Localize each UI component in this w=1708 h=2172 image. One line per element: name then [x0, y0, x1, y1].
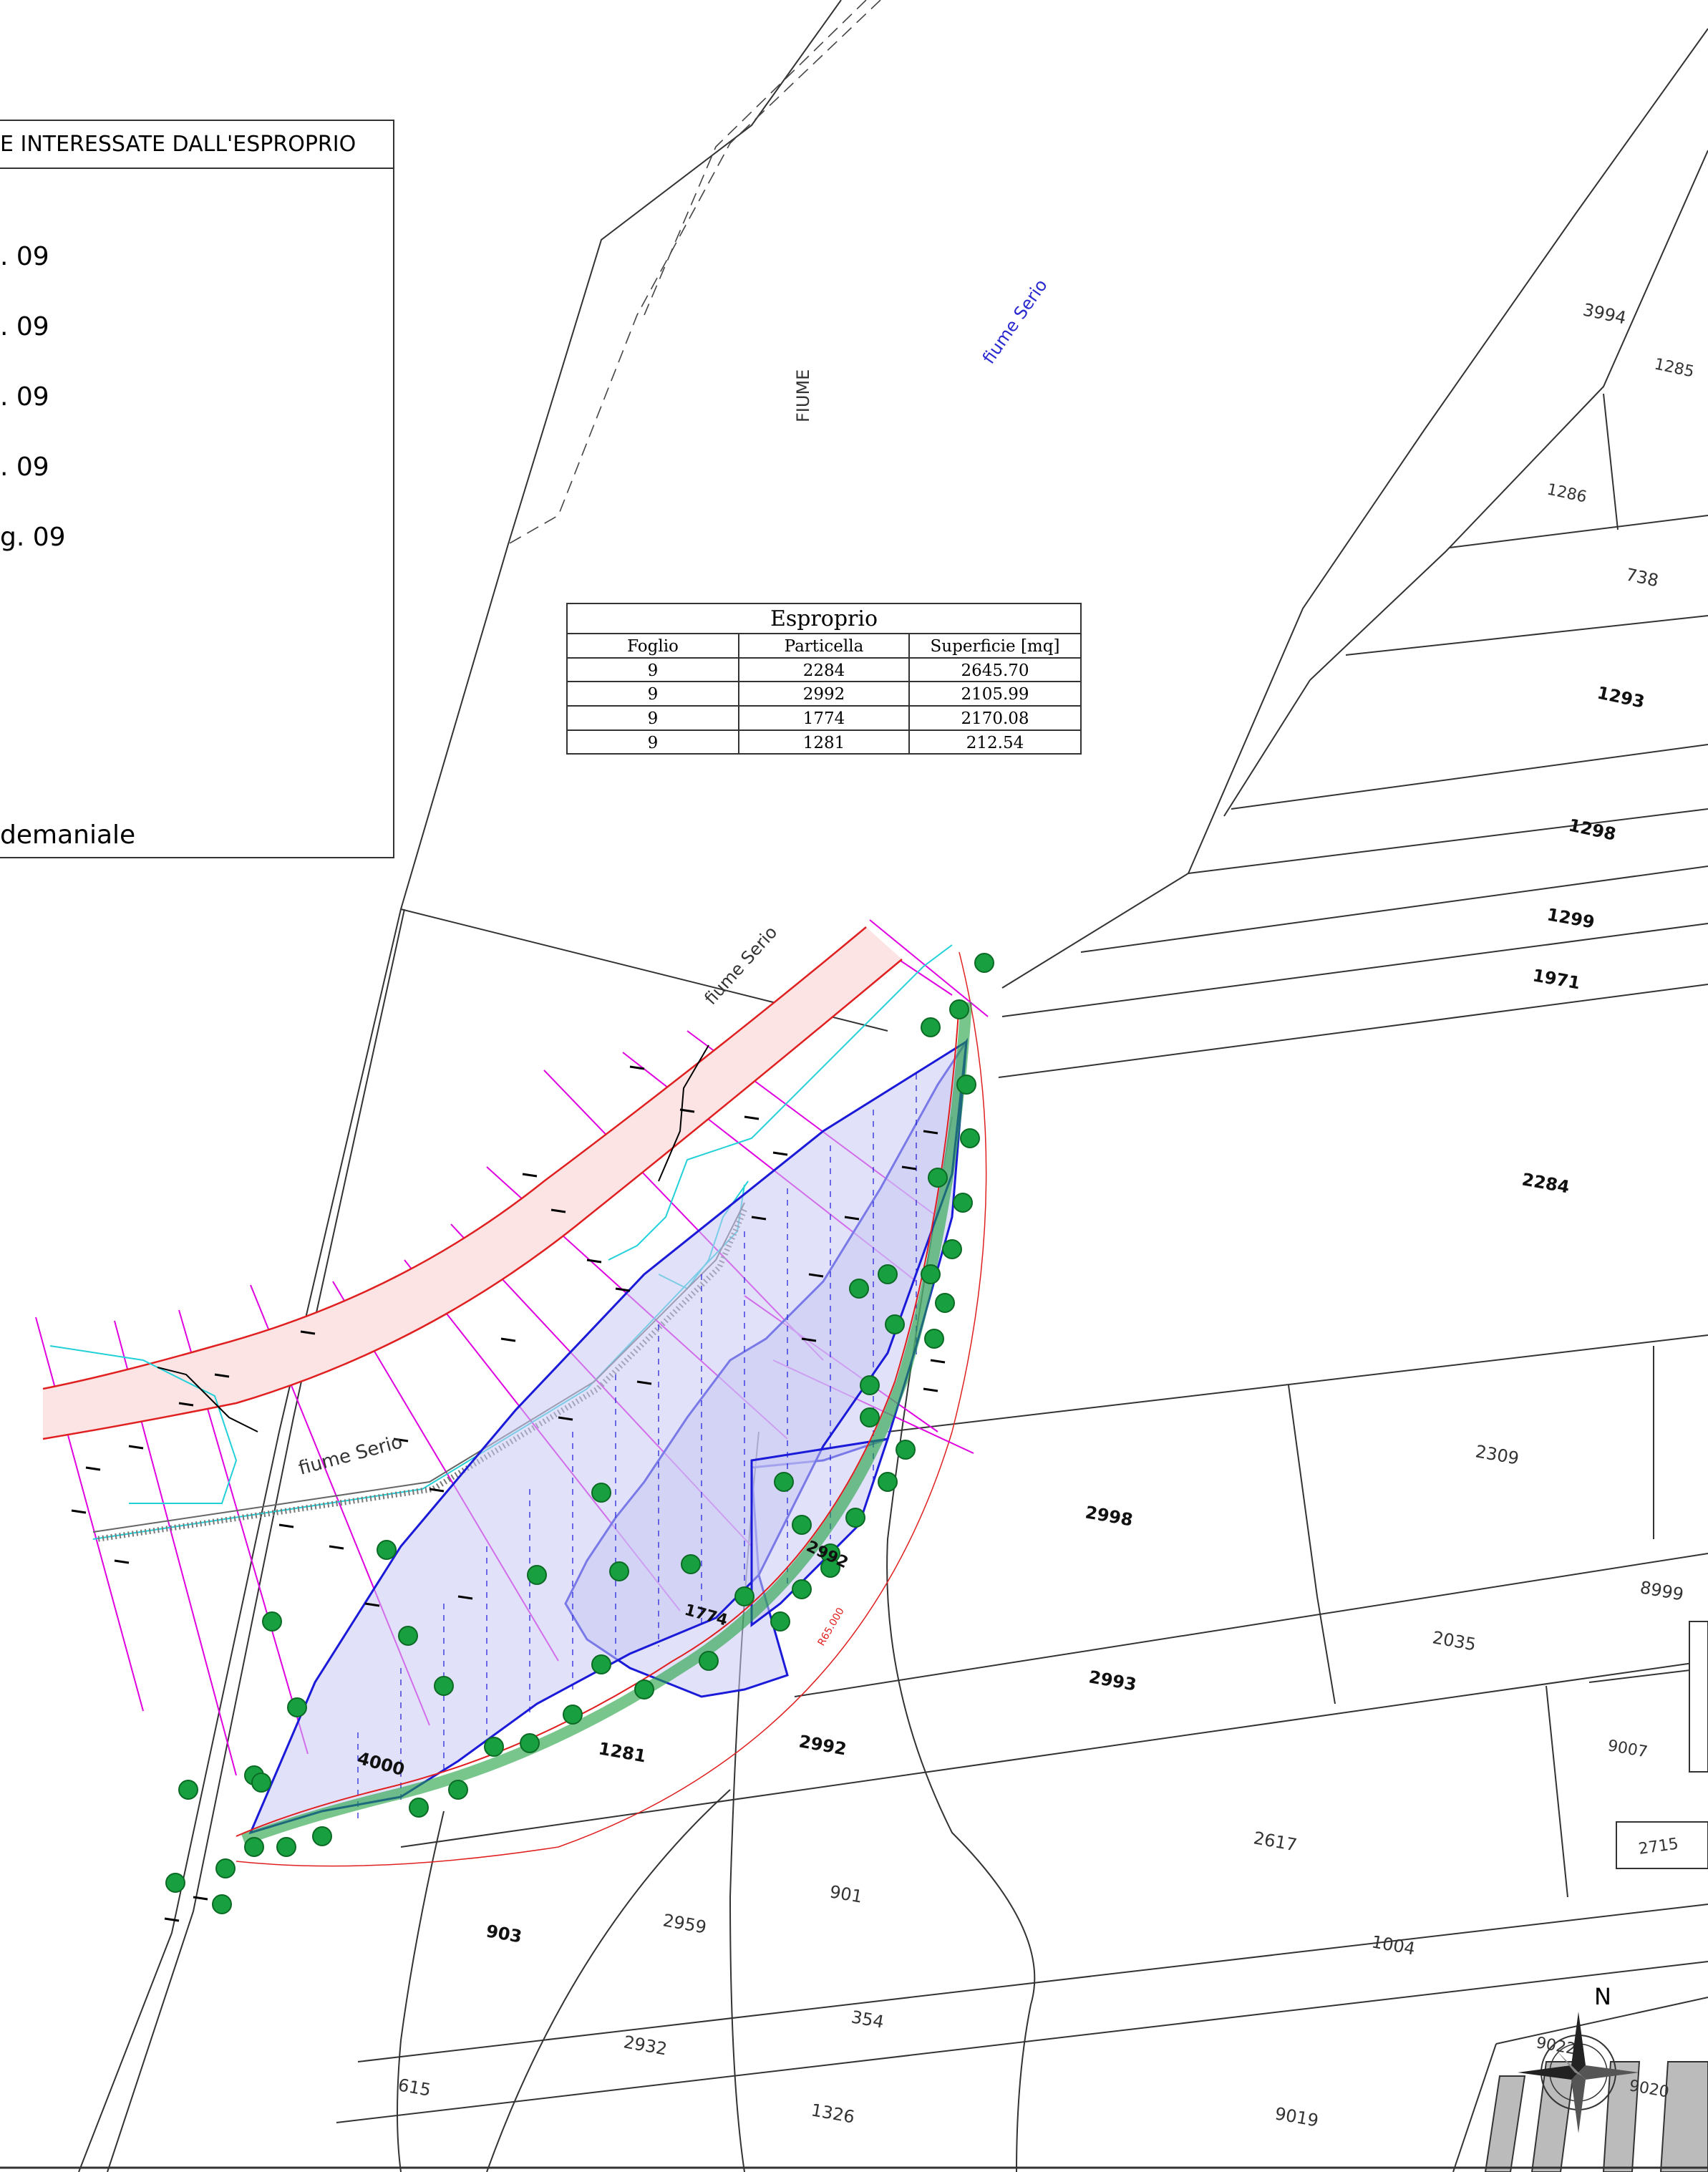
legend-row-4: . 09 [0, 452, 49, 482]
table-cell: 1774 [803, 709, 845, 728]
old-river-dashed [508, 0, 881, 545]
parcel-label: 1286 [1546, 480, 1588, 506]
label-fiume: FIUME [793, 369, 813, 422]
parcel-label: 1281 [597, 1738, 648, 1766]
legend-title: E INTERESSATE DALL'ESPROPRIO [0, 132, 356, 157]
table-cell: 2645.70 [961, 661, 1029, 680]
table-cell: 212.54 [966, 734, 1024, 752]
table-cell: 1281 [803, 734, 845, 752]
table-header-particella: Particella [785, 637, 864, 656]
channel-line [157, 1367, 258, 1432]
parcel-label: 3994 [1581, 299, 1629, 328]
spot-marks [71, 1065, 946, 1922]
table-cell: 2284 [803, 661, 845, 680]
north-label: N [1594, 1983, 1611, 2010]
parcel-label: 2284 [1520, 1169, 1571, 1197]
parcel-label: 738 [1624, 564, 1661, 591]
parcel-label: 2992 [797, 1731, 848, 1759]
legend-footer: demaniale [0, 820, 135, 850]
label-radius: R65.000 [816, 1606, 847, 1648]
table-cell: 9 [648, 734, 659, 752]
embankment-edge [236, 1002, 960, 1837]
parcel-label: 2035 [1431, 1627, 1477, 1654]
label-fiume-serio-mid: fiume Serio [701, 922, 782, 1009]
table-cell: 9 [648, 685, 659, 704]
parcel-label: 1293 [1596, 682, 1646, 712]
legend-row-2: . 09 [0, 312, 49, 341]
parcel-label: 1326 [810, 2100, 856, 2127]
table-cell: 2992 [803, 685, 845, 704]
parcel-label: 2617 [1252, 1828, 1299, 1855]
north-arrow: N [1518, 1983, 1639, 2133]
embankment [241, 1002, 972, 1846]
parcel-label: 1004 [1370, 1931, 1417, 1959]
esproprio-table [566, 603, 1082, 755]
table-cell: 2170.08 [961, 709, 1029, 728]
parcel-label: 1298 [1567, 815, 1618, 844]
table-cell: 9 [648, 661, 659, 680]
parcel-label: 9019 [1273, 2103, 1320, 2130]
parcel-label: 903 [485, 1921, 523, 1946]
parcel-label: 1285 [1653, 355, 1696, 381]
table-header-foglio: Foglio [627, 637, 679, 656]
parcel-label: 901 [828, 1881, 864, 1907]
legend-row-1: . 09 [0, 242, 49, 271]
parcel-label: 2309 [1474, 1441, 1520, 1468]
parcel-label: 2959 [661, 1910, 708, 1937]
parcel-label: 2998 [1084, 1502, 1135, 1530]
map-labels: FIUME fiume Serio fiume Serio fiume Seri… [296, 276, 1696, 2131]
table-cell: 9 [648, 709, 659, 728]
parcel-label: 2932 [622, 2032, 669, 2059]
parcel-label: 2993 [1087, 1667, 1138, 1695]
radius-arc [236, 951, 987, 1867]
buildings [1484, 2061, 1708, 2172]
parcel-label: 9007 [1606, 1737, 1649, 1761]
legend-box: E INTERESSATE DALL'ESPROPRIO . 09 . 09 .… [0, 120, 394, 858]
esproprio-table-text: Esproprio Foglio Particella Superficie [… [627, 606, 1059, 752]
legend-row-3: . 09 [0, 382, 49, 412]
legend-row-5: g. 09 [0, 523, 66, 552]
channel-line-2 [658, 1044, 709, 1182]
parcel-label: 8999 [1639, 1577, 1685, 1604]
label-fiume-serio-top: fiume Serio [979, 276, 1052, 368]
table-cell: 2105.99 [961, 685, 1029, 704]
trees [165, 953, 994, 1914]
parcel-label: 354 [850, 2007, 885, 2032]
parcel-label: 615 [397, 2075, 432, 2100]
table-title: Esproprio [770, 606, 878, 631]
table-header-superficie: Superficie [mq] [931, 637, 1060, 656]
parcel-label: 1299 [1546, 904, 1596, 932]
parcel-label: 1971 [1531, 965, 1582, 993]
